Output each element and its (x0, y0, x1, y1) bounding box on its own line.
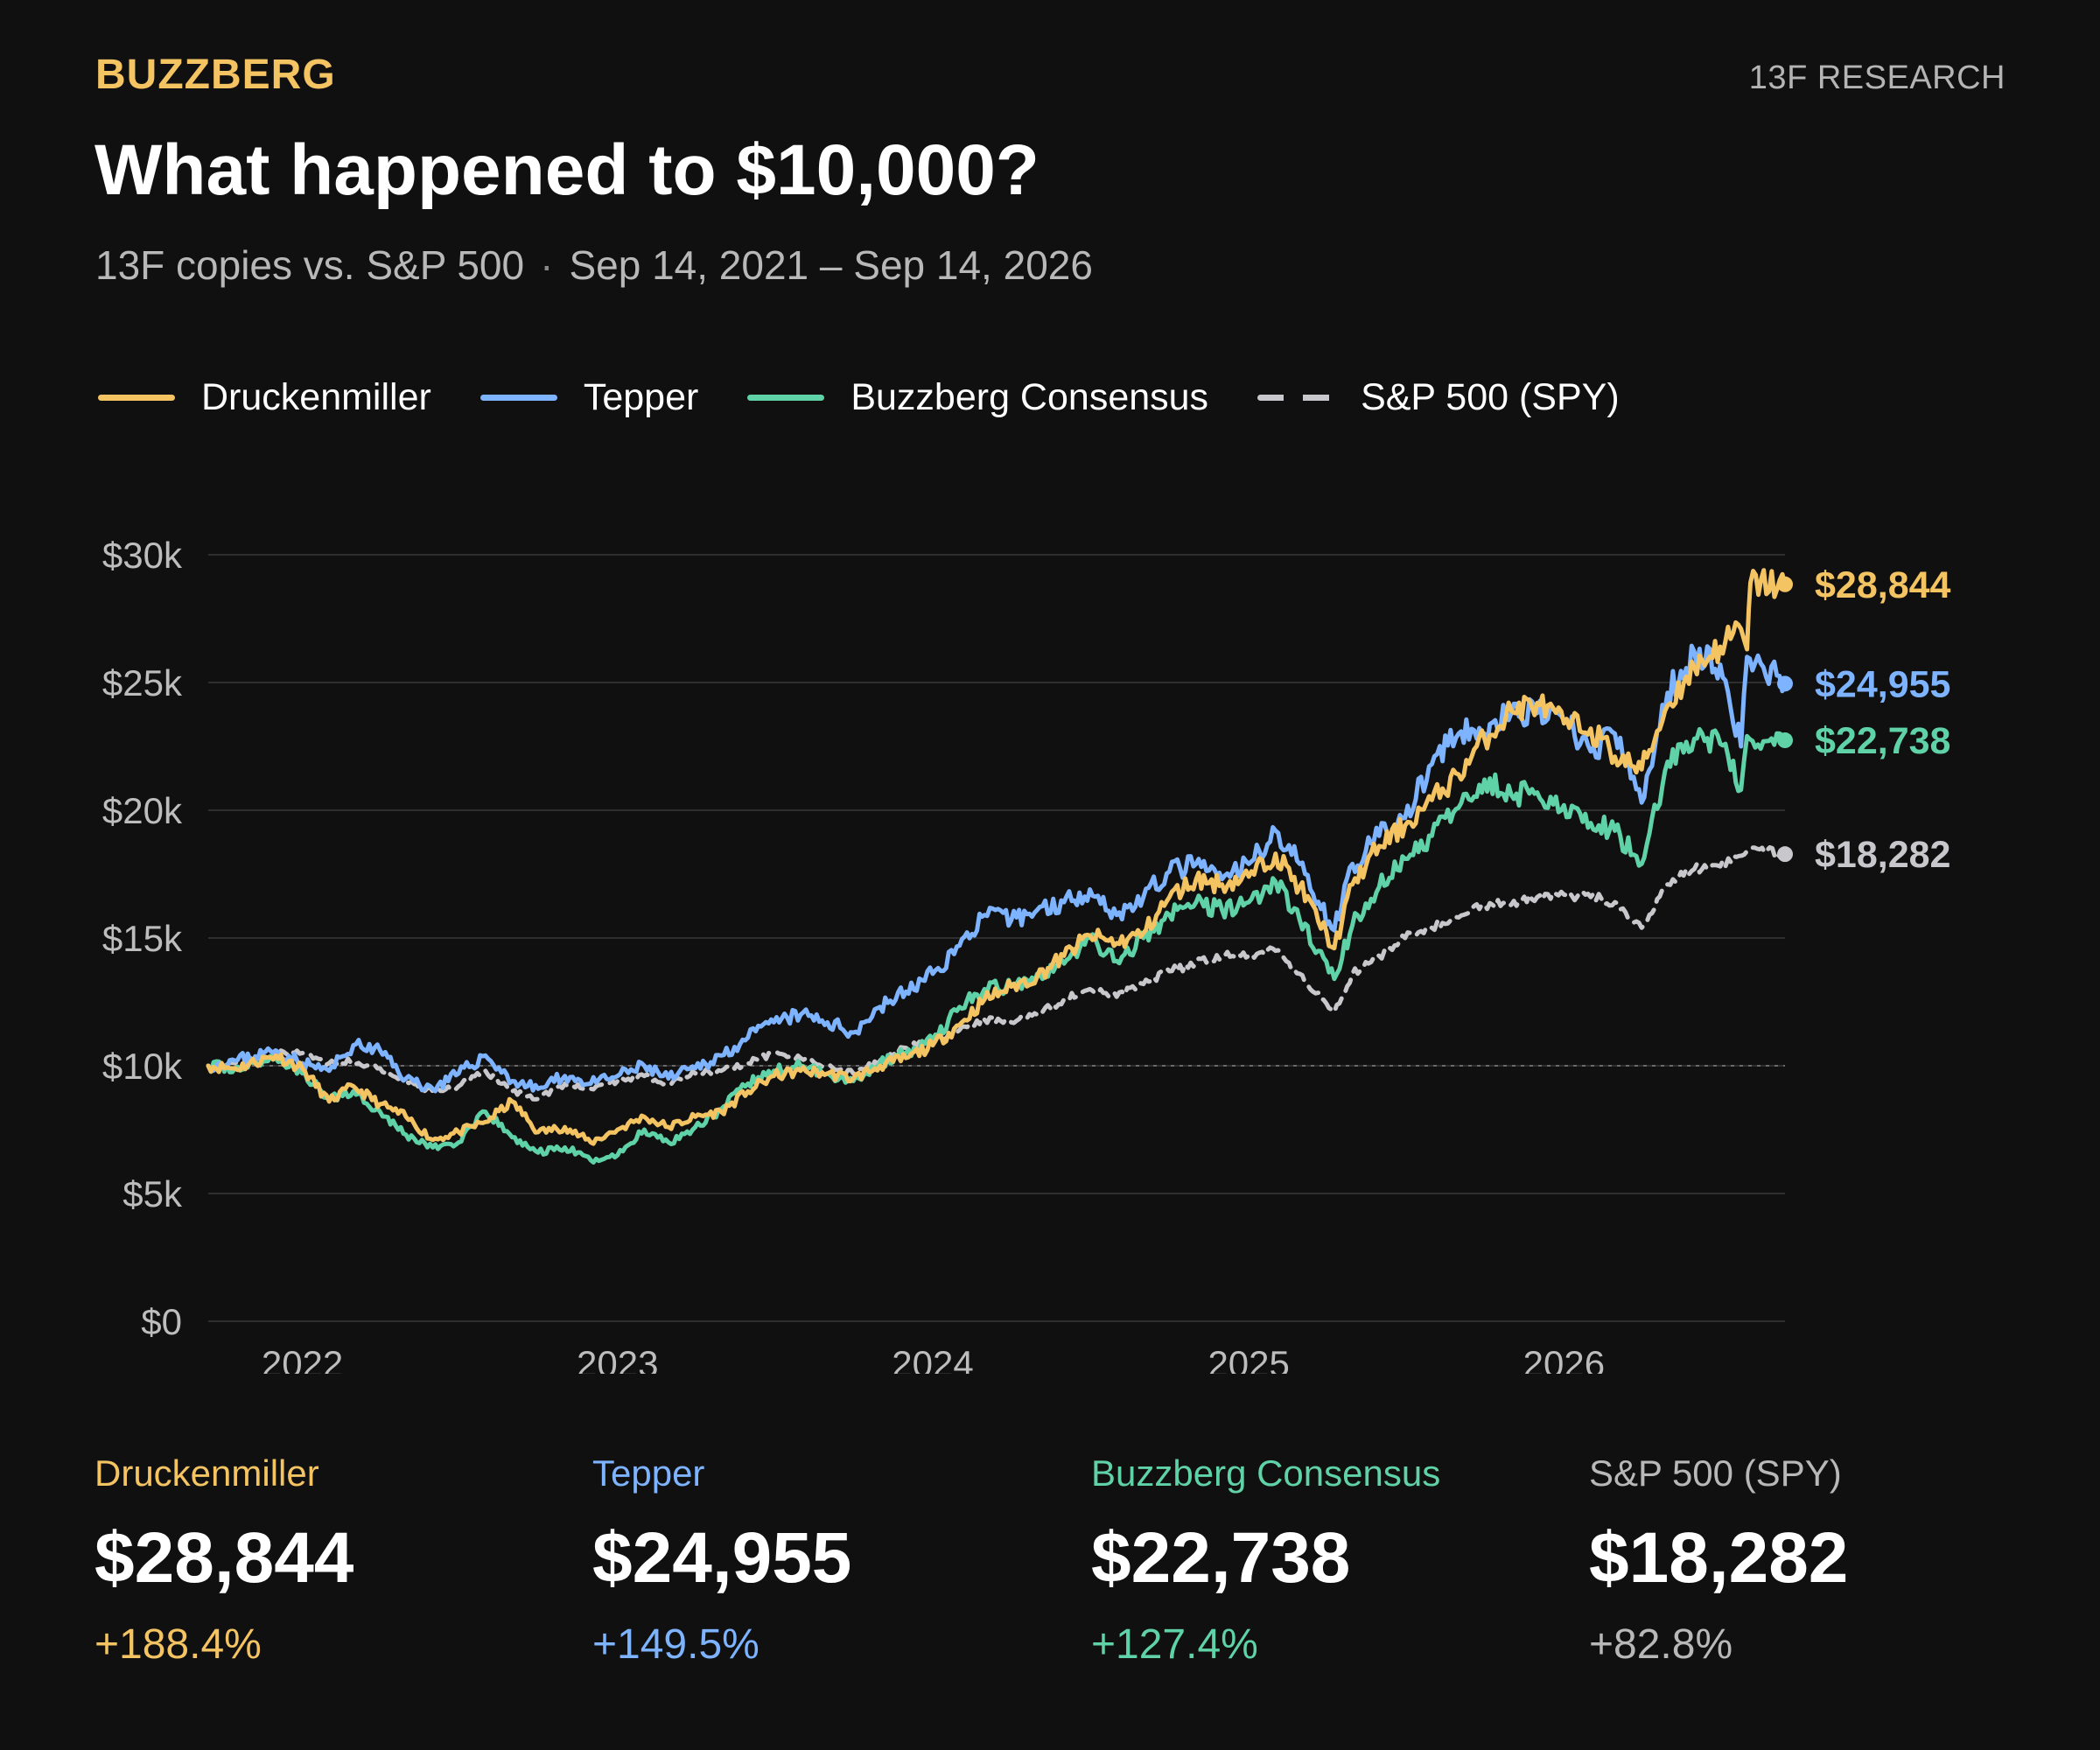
stat-change: +82.8% (1589, 1621, 1733, 1668)
series-layer (206, 568, 1793, 1165)
legend-swatch (98, 395, 175, 401)
legend-label: Druckenmiller (201, 376, 431, 418)
stat-druckenmiller: Druckenmiller $28,844 +188.4% (94, 1452, 354, 1669)
stat-change: +127.4% (1091, 1621, 1258, 1668)
y-tick-label: $30k (102, 535, 183, 576)
y-tick-label: $0 (141, 1301, 182, 1342)
legend-label: Tepper (583, 376, 699, 418)
x-tick-label: 2022 (262, 1343, 343, 1374)
x-tick-label: 2024 (892, 1343, 973, 1374)
subtitle-range: Sep 14, 2021 – Sep 14, 2026 (569, 242, 1093, 288)
legend-label: Buzzberg Consensus (850, 376, 1209, 418)
research-tag: 13F RESEARCH (1748, 60, 2006, 96)
x-tick-label: 2023 (577, 1343, 658, 1374)
y-tick-label: $20k (102, 790, 183, 831)
grid-layer: $0 $5k $10k $15k $20k $25k $30k 2022 2023 2024 202… (102, 535, 1785, 1374)
line-chart: $0 $5k $10k $15k $20k $25k $30k 2022 2023 2024 202… (102, 535, 1951, 1374)
legend-item-tepper: Tepper (480, 376, 698, 419)
stat-value: $22,738 (1091, 1518, 1351, 1598)
series-line-buzzberg-consensus (206, 726, 1788, 1165)
y-tick-label: $5k (122, 1173, 183, 1214)
series-end-point (1777, 732, 1793, 749)
chart-legend: Druckenmiller Tepper Buzzberg Consensus … (98, 376, 1669, 419)
subtitle: 13F copies vs. S&P 500 · Sep 14, 2021 – Se… (95, 242, 1093, 289)
legend-swatch (1257, 395, 1335, 401)
legend-swatch (480, 395, 557, 401)
y-tick-label: $25k (102, 662, 183, 704)
stat-value: $28,844 (94, 1518, 354, 1598)
end-value-label: $24,955 (1815, 663, 1950, 705)
series-line-druckenmiller (206, 568, 1788, 1146)
subtitle-main: 13F copies vs. S&P 500 (95, 242, 525, 288)
end-value-label: $18,282 (1815, 834, 1950, 876)
y-tick-label: $10k (102, 1046, 183, 1087)
series-end-point (1777, 846, 1793, 863)
subtitle-separator: · (540, 242, 554, 288)
series-end-point (1777, 676, 1793, 692)
y-tick-label: $15k (102, 918, 183, 959)
stat-spy: S&P 500 (SPY) $18,282 +82.8% (1589, 1452, 1848, 1669)
x-tick-label: 2026 (1523, 1343, 1605, 1374)
legend-swatch (747, 395, 825, 401)
stats-row: Druckenmiller $28,844 +188.4% Tepper $24… (94, 1452, 2011, 1715)
legend-item-druckenmiller: Druckenmiller (98, 376, 431, 419)
stat-consensus: Buzzberg Consensus $22,738 +127.4% (1091, 1452, 1440, 1669)
series-line-tepper (206, 643, 1788, 1094)
x-tick-label: 2025 (1208, 1343, 1289, 1374)
series-line-s-p-500-spy (206, 844, 1788, 1102)
legend-label: S&P 500 (SPY) (1361, 376, 1620, 418)
stat-value: $18,282 (1589, 1518, 1849, 1598)
stat-name: Druckenmiller (94, 1452, 319, 1494)
page-title: What happened to $10,000? (94, 130, 1040, 210)
stat-value: $24,955 (592, 1518, 852, 1598)
label-layer: $28,844 $24,955 $22,738 $18,282 (1815, 564, 1951, 876)
brand-logo: BUZZBERG (95, 52, 336, 98)
series-end-point (1777, 576, 1793, 592)
stat-name: Tepper (592, 1452, 705, 1494)
stat-name: Buzzberg Consensus (1091, 1452, 1441, 1494)
end-value-label: $22,738 (1815, 720, 1950, 762)
stat-change: +149.5% (592, 1621, 760, 1668)
end-value-label: $28,844 (1815, 564, 1951, 606)
legend-item-consensus: Buzzberg Consensus (747, 376, 1208, 419)
stat-tepper: Tepper $24,955 +149.5% (592, 1452, 851, 1669)
legend-item-spy: S&P 500 (SPY) (1257, 376, 1620, 419)
stat-change: +188.4% (94, 1621, 262, 1668)
stat-name: S&P 500 (SPY) (1589, 1452, 1842, 1494)
